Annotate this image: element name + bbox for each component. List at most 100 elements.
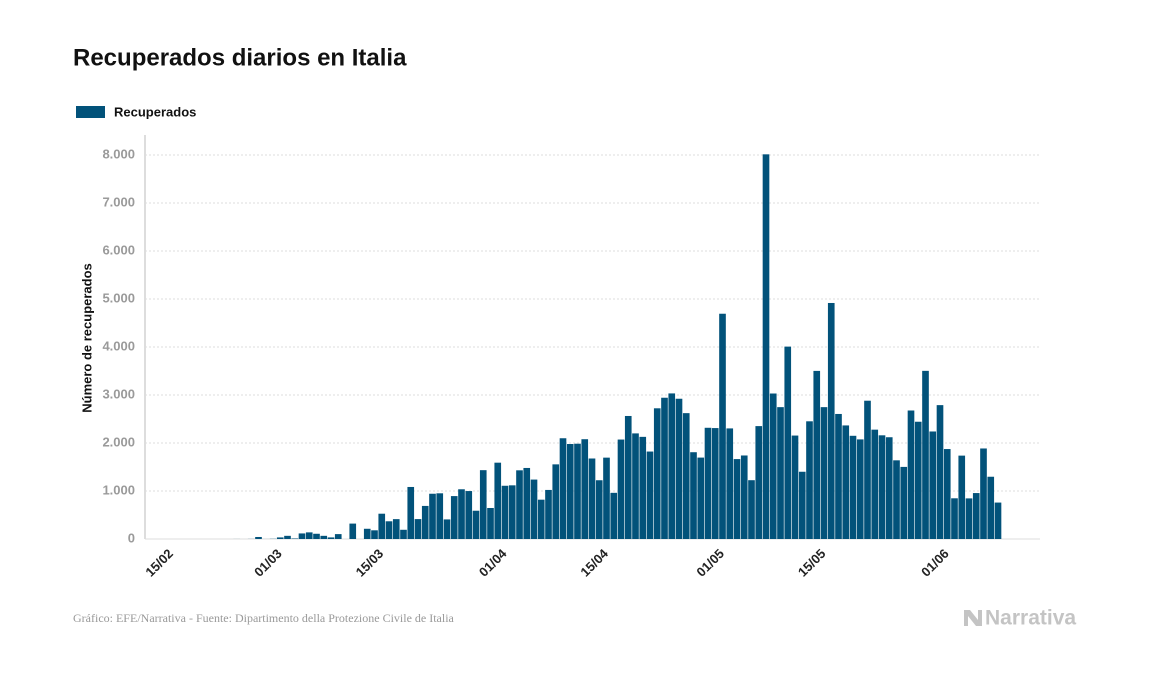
bar [987, 476, 995, 539]
x-tick-label: 15/02 [142, 546, 176, 580]
bar [458, 489, 465, 539]
bar [479, 470, 487, 539]
bar [632, 433, 639, 539]
bar [813, 370, 821, 539]
bar [276, 537, 284, 539]
bar [443, 519, 451, 539]
y-tick-label: 2.000 [102, 434, 135, 449]
bar [313, 533, 320, 539]
bar [784, 346, 792, 539]
y-tick-label: 3.000 [102, 386, 135, 401]
bar [740, 455, 748, 539]
bar [392, 519, 400, 539]
bar [697, 457, 705, 539]
bar [523, 467, 531, 539]
bar [400, 529, 407, 539]
bar [305, 532, 313, 539]
bar [885, 437, 893, 539]
bar [777, 407, 784, 539]
bar [980, 448, 987, 539]
bar [421, 505, 429, 539]
bar [726, 428, 734, 539]
bar [472, 510, 480, 539]
bar [646, 451, 654, 539]
bar [769, 393, 777, 539]
bar [363, 528, 371, 539]
bar [610, 492, 618, 539]
bar [929, 431, 937, 539]
bar [668, 393, 676, 539]
bar [537, 499, 545, 539]
legend-swatch [76, 106, 105, 118]
bar [719, 313, 726, 539]
bar [429, 493, 436, 539]
legend-label: Recuperados [114, 104, 196, 119]
bar [574, 443, 581, 539]
bar [835, 413, 842, 539]
bar [407, 486, 415, 539]
bar [842, 425, 850, 539]
bar [914, 421, 922, 539]
bar [349, 523, 357, 539]
bar [806, 421, 813, 539]
y-tick-label: 5.000 [102, 290, 135, 305]
bar [878, 435, 886, 539]
y-tick-label: 0 [128, 530, 135, 545]
bar [704, 427, 712, 539]
bar [291, 538, 299, 539]
bar [255, 536, 262, 539]
bar [450, 496, 458, 539]
chart-title: Recuperados diarios en Italia [73, 44, 407, 71]
y-axis-label: Número de recuperados [79, 263, 94, 413]
bar [552, 464, 560, 539]
bar [864, 400, 871, 539]
bar [385, 521, 393, 539]
bar [327, 537, 335, 539]
x-tick-label: 15/03 [353, 546, 387, 580]
bar [487, 507, 494, 539]
bar [624, 415, 632, 539]
bar [994, 502, 1002, 539]
bar [545, 489, 552, 539]
bar [856, 439, 864, 539]
brand-name: Narrativa [985, 607, 1076, 630]
bar [661, 397, 668, 539]
bar [748, 480, 755, 539]
bar [653, 408, 661, 539]
bar [943, 449, 951, 539]
bar [501, 485, 509, 539]
bar [588, 458, 596, 539]
bar [581, 439, 589, 539]
y-tick-label: 6.000 [102, 242, 135, 257]
bar [951, 498, 958, 539]
x-tick-label: 01/05 [693, 546, 727, 580]
y-tick-label: 7.000 [102, 194, 135, 209]
bar [675, 398, 683, 539]
x-tick-label: 15/05 [795, 546, 829, 580]
bar [639, 436, 647, 539]
bar [682, 413, 690, 539]
bar [849, 435, 857, 539]
y-tick-label: 4.000 [102, 338, 135, 353]
bar [762, 154, 770, 539]
bar [320, 535, 328, 539]
brand-icon [964, 610, 982, 626]
x-tick-label: 01/03 [251, 546, 285, 580]
bar [711, 428, 719, 539]
bar [936, 405, 944, 539]
bar [508, 485, 516, 539]
y-tick-label: 1.000 [102, 482, 135, 497]
bar [516, 470, 523, 539]
brand-logo: Narrativa [964, 607, 1076, 630]
bar [378, 513, 386, 539]
bar [530, 479, 538, 539]
bar [965, 498, 973, 539]
bar [798, 471, 806, 539]
bar [494, 462, 502, 539]
bar [566, 444, 574, 539]
bar [791, 435, 799, 539]
bar [603, 457, 610, 539]
x-tick-label: 01/04 [476, 545, 510, 579]
bar [617, 439, 625, 539]
